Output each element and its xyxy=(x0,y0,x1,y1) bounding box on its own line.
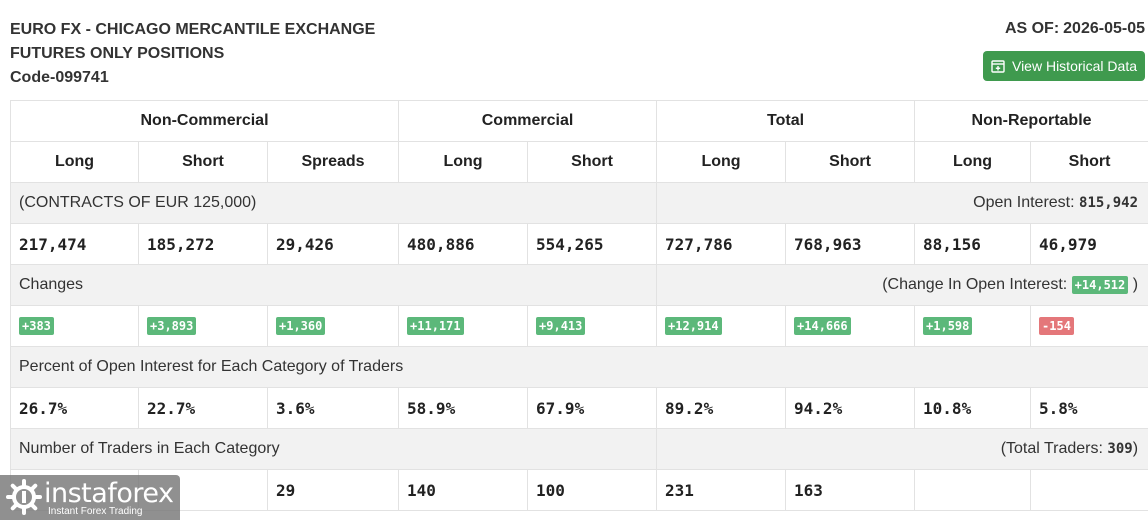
oi-change-label: (Change In Open Interest: xyxy=(882,276,1068,293)
instaforex-logo-icon xyxy=(6,479,42,515)
table-cell: 100 xyxy=(527,469,658,511)
change-badge: +14,666 xyxy=(794,317,851,335)
changes-label: Changes xyxy=(9,264,658,306)
col-header: Short xyxy=(1030,141,1148,183)
change-badge: +11,171 xyxy=(407,317,464,335)
table-cell: 140 xyxy=(398,469,529,511)
contracts-band-row: (CONTRACTS OF EUR 125,000) Open Interest… xyxy=(9,182,1148,224)
contracts-values-row: 217,474 185,272 29,426 480,886 554,265 7… xyxy=(10,223,1148,265)
change-badge: +1,598 xyxy=(923,317,973,335)
table-cell: 88,156 xyxy=(914,223,1032,265)
oi-change-close: ) xyxy=(1132,276,1139,293)
table-cell: 46,979 xyxy=(1030,223,1148,265)
report-title-block: EURO FX - CHICAGO MERCANTILE EXCHANGE FU… xyxy=(10,18,375,90)
total-traders: (Total Traders: 309) xyxy=(656,428,1148,470)
col-header: Long xyxy=(656,141,787,183)
table-cell: 94.2% xyxy=(785,387,916,429)
watermark-tagline: Instant Forex Trading xyxy=(48,506,143,517)
col-header: Spreads xyxy=(266,141,400,183)
table-cell: 3.6% xyxy=(266,387,400,429)
changes-values-row: +383 +3,893 +1,360 +11,171 +9,413 +12,91… xyxy=(10,305,1148,347)
watermark-brand: instaforex xyxy=(44,478,174,509)
change-badge: +383 xyxy=(19,317,54,335)
table-cell: 727,786 xyxy=(656,223,787,265)
total-traders-label: (Total Traders: xyxy=(1000,440,1103,457)
table-cell: 29 xyxy=(266,469,400,511)
col-header: Short xyxy=(138,141,268,183)
report-subtitle: FUTURES ONLY POSITIONS xyxy=(10,45,225,62)
change-badge: +12,914 xyxy=(665,317,722,335)
change-badge: +9,413 xyxy=(536,317,586,335)
table-cell xyxy=(914,469,1032,511)
instaforex-watermark: instaforex Instant Forex Trading xyxy=(0,475,180,520)
view-historical-data-button[interactable]: View Historical Data xyxy=(983,51,1145,81)
change-badge: -154 xyxy=(1039,317,1074,335)
total-traders-close: ) xyxy=(1132,440,1139,457)
percent-label: Percent of Open Interest for Each Catego… xyxy=(9,346,1148,388)
table-cell: 185,272 xyxy=(138,223,268,265)
oi-change: (Change In Open Interest: +14,512 ) xyxy=(656,264,1148,306)
table-cell: 231 xyxy=(656,469,787,511)
col-header: Long xyxy=(398,141,529,183)
open-interest: Open Interest: 815,942 xyxy=(656,182,1148,224)
table-cell: 5.8% xyxy=(1030,387,1148,429)
open-interest-label: Open Interest: xyxy=(973,194,1075,211)
col-header: Short xyxy=(785,141,916,183)
percent-values-row: 26.7% 22.7% 3.6% 58.9% 67.9% 89.2% 94.2%… xyxy=(10,387,1148,429)
traders-band-row: Number of Traders in Each Category (Tota… xyxy=(9,428,1148,470)
cot-positions-table: Non-Commercial Commercial Total Non-Repo… xyxy=(9,100,1148,511)
change-badge: +3,893 xyxy=(147,317,197,335)
calendar-plus-icon xyxy=(991,60,1005,73)
table-cell: 217,474 xyxy=(10,223,139,265)
group-header-row: Non-Commercial Commercial Total Non-Repo… xyxy=(9,100,1148,142)
open-interest-value: 815,942 xyxy=(1079,195,1139,211)
table-cell: 163 xyxy=(785,469,916,511)
report-title: EURO FX - CHICAGO MERCANTILE EXCHANGE xyxy=(10,21,376,38)
percent-band-row: Percent of Open Interest for Each Catego… xyxy=(9,346,1148,388)
table-cell: 29,426 xyxy=(266,223,400,265)
change-badge: +1,360 xyxy=(276,317,326,335)
table-cell: 480,886 xyxy=(398,223,529,265)
report-code: Code-099741 xyxy=(10,69,109,86)
traders-label: Number of Traders in Each Category xyxy=(9,428,658,470)
group-commercial: Commercial xyxy=(398,100,658,142)
changes-band-row: Changes (Change In Open Interest: +14,51… xyxy=(9,264,1148,306)
as-of-date: AS OF: 2026-05-05 xyxy=(1001,20,1145,38)
oi-change-badge: +14,512 xyxy=(1071,276,1129,294)
table-cell: 67.9% xyxy=(527,387,658,429)
view-historical-data-label: View Historical Data xyxy=(1011,58,1137,74)
col-header: Long xyxy=(10,141,139,183)
table-cell: 22.7% xyxy=(138,387,268,429)
table-cell: 26.7% xyxy=(10,387,139,429)
col-header: Short xyxy=(527,141,658,183)
total-traders-value: 309 xyxy=(1107,441,1133,457)
table-cell xyxy=(1030,469,1148,511)
group-non-reportable: Non-Reportable xyxy=(914,100,1148,142)
sub-header-row: Long Short Spreads Long Short Long Short… xyxy=(10,141,1148,183)
table-cell: 58.9% xyxy=(398,387,529,429)
as-of-label: AS OF: xyxy=(1004,20,1060,37)
group-non-commercial: Non-Commercial xyxy=(9,100,400,142)
table-cell: 768,963 xyxy=(785,223,916,265)
col-header: Long xyxy=(914,141,1032,183)
contracts-label: (CONTRACTS OF EUR 125,000) xyxy=(9,182,658,224)
table-cell: 89.2% xyxy=(656,387,787,429)
table-cell: 10.8% xyxy=(914,387,1032,429)
traders-values-row: 29 140 100 231 163 xyxy=(10,469,1148,511)
as-of-value: 2026-05-05 xyxy=(1063,20,1145,37)
group-total: Total xyxy=(656,100,916,142)
table-cell: 554,265 xyxy=(527,223,658,265)
